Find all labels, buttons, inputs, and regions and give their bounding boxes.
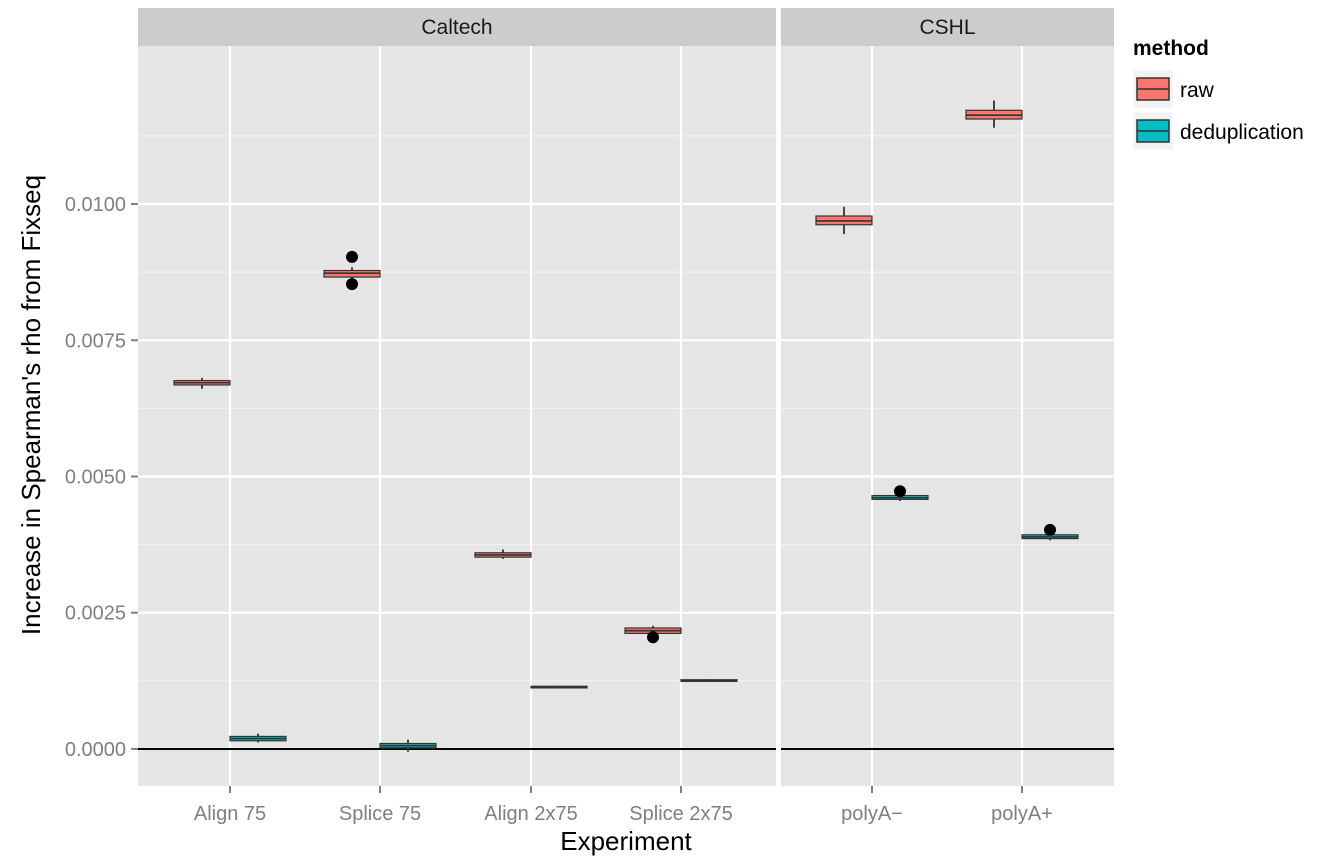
- box-outlier: [647, 631, 659, 644]
- x-tick-label: Splice 2x75: [629, 803, 732, 825]
- y-axis: 0.0000 0.0025 0.0050 0.0075 0.0100: [65, 194, 138, 761]
- box-dedup: [379, 739, 437, 752]
- y-tick-label: 0.0100: [65, 194, 126, 216]
- facet-strip-label: CSHL: [919, 16, 975, 39]
- y-tick-label: 0.0050: [65, 466, 126, 488]
- box-raw: [173, 377, 231, 389]
- legend-title: method: [1133, 37, 1209, 60]
- box-outlier: [346, 278, 358, 291]
- y-tick-label: 0.0000: [65, 739, 126, 761]
- box-raw: [474, 549, 532, 559]
- legend-label: deduplication: [1180, 121, 1304, 144]
- facet-strip: [781, 8, 1114, 46]
- box-raw: [624, 625, 682, 644]
- x-tick-label: Align 2x75: [484, 803, 577, 825]
- y-axis-title: Increase in Spearman's rho from Fixseq: [16, 175, 46, 635]
- legend-entry-raw: raw: [1132, 69, 1215, 109]
- facet-panel-caltech: Caltech Align 75 Splice 75 Align 2x75 Splice…: [138, 8, 776, 825]
- panel-background: [138, 46, 776, 786]
- box-dedup: [1021, 523, 1079, 541]
- x-axis-title: Experiment: [560, 826, 692, 856]
- box-dedup: [229, 733, 287, 743]
- box-dedup: [680, 679, 738, 682]
- y-tick-label: 0.0075: [65, 330, 126, 352]
- facet-panel-cshl: CSHL polyA− polyA+: [781, 8, 1114, 825]
- box-outlier: [1044, 523, 1056, 536]
- legend-label: raw: [1180, 79, 1215, 102]
- facet-strip-label: Caltech: [421, 16, 492, 39]
- legend-entry-dedup: deduplication: [1132, 111, 1304, 151]
- box-raw: [323, 250, 381, 291]
- facet-strip: [138, 8, 776, 46]
- legend: method raw deduplication: [1132, 37, 1304, 151]
- panels-layer: Caltech Align 75 Splice 75 Align 2x75 Splice…: [138, 8, 1114, 825]
- panel-background: [781, 46, 1114, 786]
- box-raw: [815, 206, 873, 234]
- x-tick-label: polyA−: [841, 803, 903, 825]
- box-outlier: [346, 250, 358, 263]
- x-tick-label: polyA+: [991, 803, 1053, 825]
- x-tick-label: Splice 75: [339, 803, 421, 825]
- box-outlier: [894, 485, 906, 498]
- x-tick-label: Align 75: [194, 803, 266, 825]
- box-dedup: [871, 485, 929, 502]
- box-dedup: [530, 685, 588, 689]
- box-raw: [965, 100, 1023, 128]
- y-tick-label: 0.0025: [65, 603, 126, 625]
